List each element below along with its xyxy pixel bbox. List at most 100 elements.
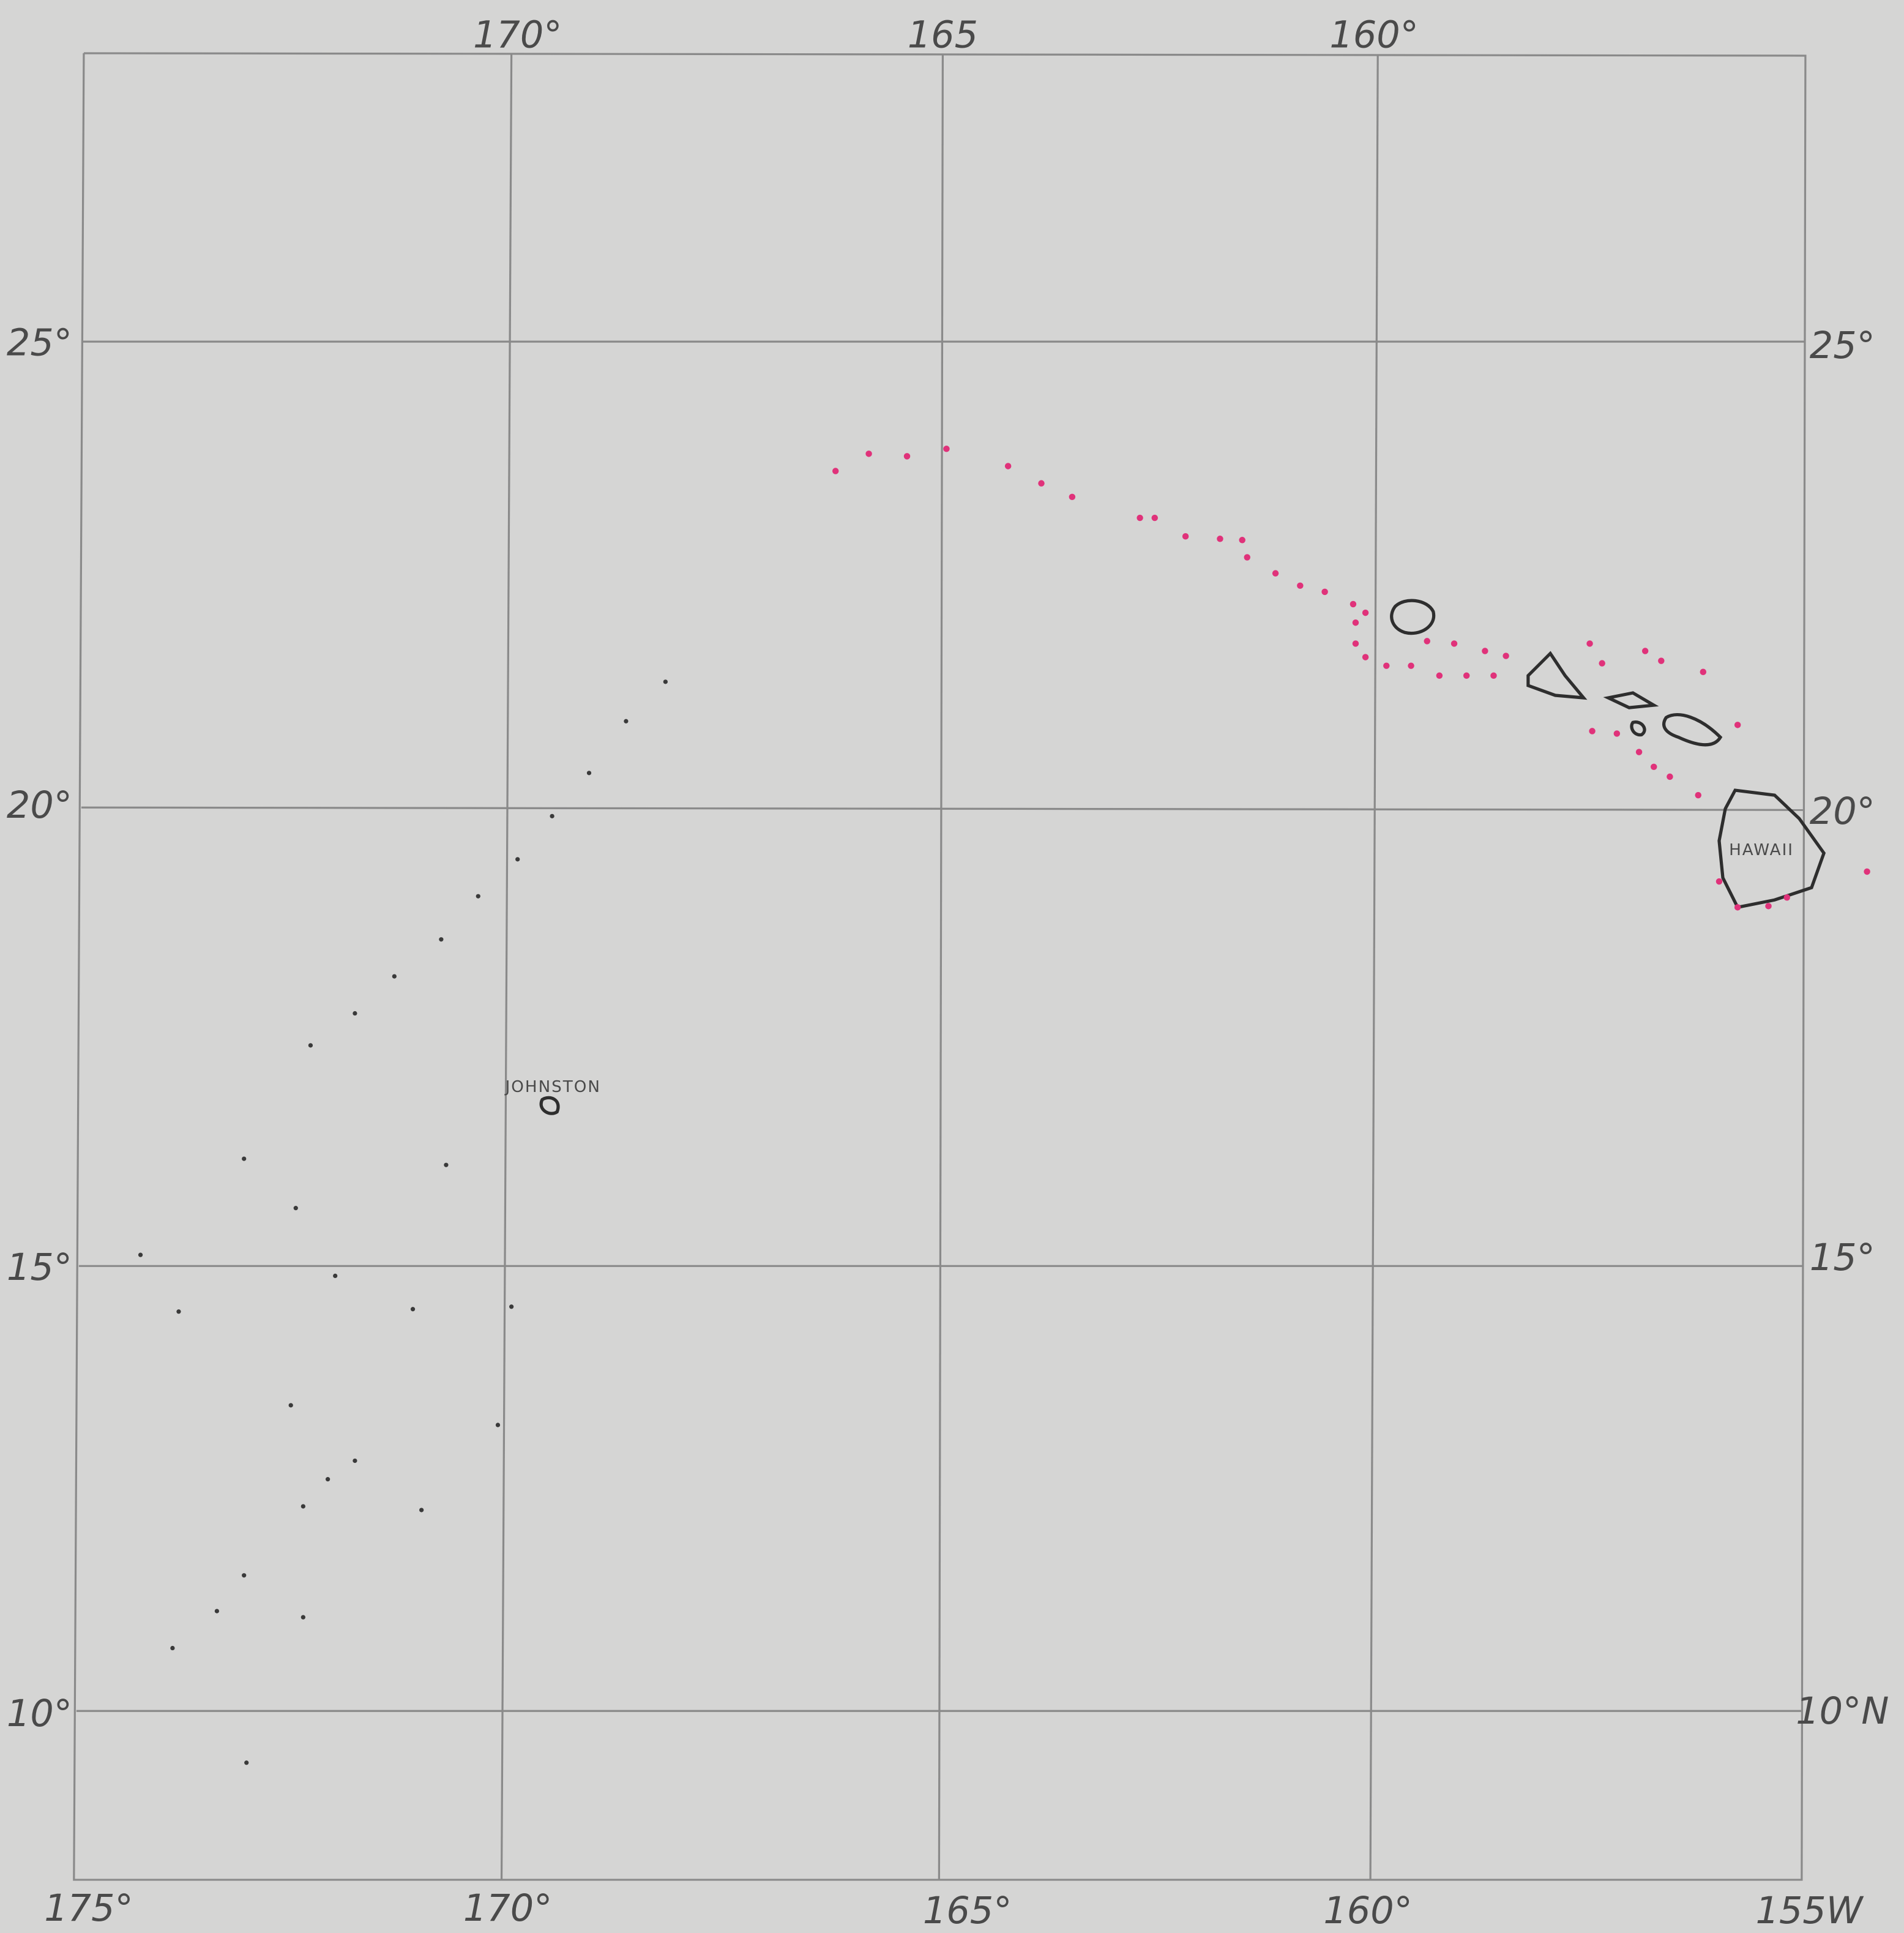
islands <box>539 599 1826 1115</box>
dot <box>550 813 554 818</box>
dot <box>1599 660 1605 667</box>
dot <box>663 679 668 684</box>
dot <box>1297 582 1304 589</box>
hawaii-island <box>1717 788 1826 910</box>
dot <box>1651 763 1657 771</box>
molokai <box>1603 691 1659 709</box>
dot <box>1239 537 1245 544</box>
dot <box>444 1162 449 1167</box>
dot <box>1383 662 1390 669</box>
dot <box>1137 514 1143 522</box>
dot <box>832 468 839 474</box>
dot <box>1352 619 1359 626</box>
dot <box>1244 554 1250 561</box>
dot <box>1321 588 1328 596</box>
dot <box>624 719 629 723</box>
coordinate-label: 15° <box>7 1246 72 1289</box>
dot <box>1715 878 1723 885</box>
kauai <box>1390 599 1436 635</box>
dot <box>1482 648 1488 654</box>
dot <box>1613 730 1621 737</box>
dot <box>293 1206 298 1211</box>
dot <box>1635 749 1643 755</box>
dot <box>1463 672 1470 679</box>
dot <box>1700 668 1707 675</box>
meridian <box>500 53 513 1880</box>
coordinate-label: 165 <box>908 13 978 56</box>
dot <box>1436 672 1443 679</box>
dot <box>1424 638 1430 645</box>
dot <box>308 1043 313 1048</box>
dot <box>1069 493 1076 501</box>
johnston-island <box>539 1096 560 1115</box>
coordinate-label: 20° <box>1810 790 1875 833</box>
dot <box>1362 654 1369 660</box>
dot <box>1272 570 1279 577</box>
dot <box>1217 536 1223 542</box>
dot <box>439 937 444 942</box>
dot <box>353 1458 357 1464</box>
dot <box>1667 773 1673 780</box>
dot <box>509 1304 514 1309</box>
dot <box>495 1423 501 1427</box>
coordinate-label: 170° <box>473 13 562 56</box>
maui <box>1662 713 1723 747</box>
dot <box>1408 662 1414 669</box>
dot <box>419 1508 424 1512</box>
dot <box>1765 903 1772 910</box>
dot <box>244 1760 249 1765</box>
dot <box>1586 640 1593 647</box>
dot <box>1783 894 1790 901</box>
dot <box>325 1477 330 1482</box>
dot <box>1352 640 1359 647</box>
dot <box>1450 640 1458 647</box>
dot <box>214 1609 220 1613</box>
dot <box>1658 657 1665 664</box>
dot <box>1038 480 1045 487</box>
graticule <box>73 52 1807 1881</box>
dot <box>1589 728 1596 735</box>
dot <box>176 1309 181 1314</box>
coordinate-label: 175° <box>44 1887 133 1930</box>
dot <box>1350 600 1357 608</box>
dot <box>1864 868 1870 875</box>
dot <box>242 1573 247 1578</box>
coordinate-label: 165° <box>923 1890 1012 1932</box>
dot <box>903 453 911 460</box>
dot <box>1695 791 1701 799</box>
sightings <box>138 446 1870 1765</box>
dot <box>1734 904 1741 911</box>
dot <box>410 1307 416 1312</box>
coordinate-label: 160° <box>1329 13 1418 56</box>
oahu <box>1526 651 1588 700</box>
coordinate-label: 15° <box>1810 1236 1875 1279</box>
dot <box>943 446 950 452</box>
dot <box>301 1504 305 1509</box>
dot <box>1490 672 1497 679</box>
dot <box>1182 533 1189 540</box>
coordinate-label: 20° <box>7 784 72 827</box>
dot <box>138 1252 143 1257</box>
dot <box>865 451 872 457</box>
coordinate-label: 160° <box>1323 1890 1412 1932</box>
dot <box>288 1403 293 1408</box>
dot <box>301 1615 305 1620</box>
place-label: JOHNSTON <box>504 1078 601 1096</box>
meridian <box>938 54 944 1880</box>
frame <box>73 52 1807 1881</box>
dot <box>333 1273 338 1279</box>
dot <box>586 771 592 776</box>
coordinate-label: 25° <box>1810 324 1875 367</box>
dot <box>242 1156 247 1161</box>
dot <box>515 857 520 862</box>
dot <box>1734 722 1741 728</box>
coordinate-label: 155W <box>1755 1890 1864 1932</box>
place-label: HAWAII <box>1729 841 1794 859</box>
dot <box>1151 514 1158 522</box>
dot <box>1503 652 1509 659</box>
coordinate-label: 10°N <box>1796 1690 1889 1733</box>
coordinate-label: 10° <box>7 1692 72 1735</box>
dot <box>353 1011 357 1016</box>
